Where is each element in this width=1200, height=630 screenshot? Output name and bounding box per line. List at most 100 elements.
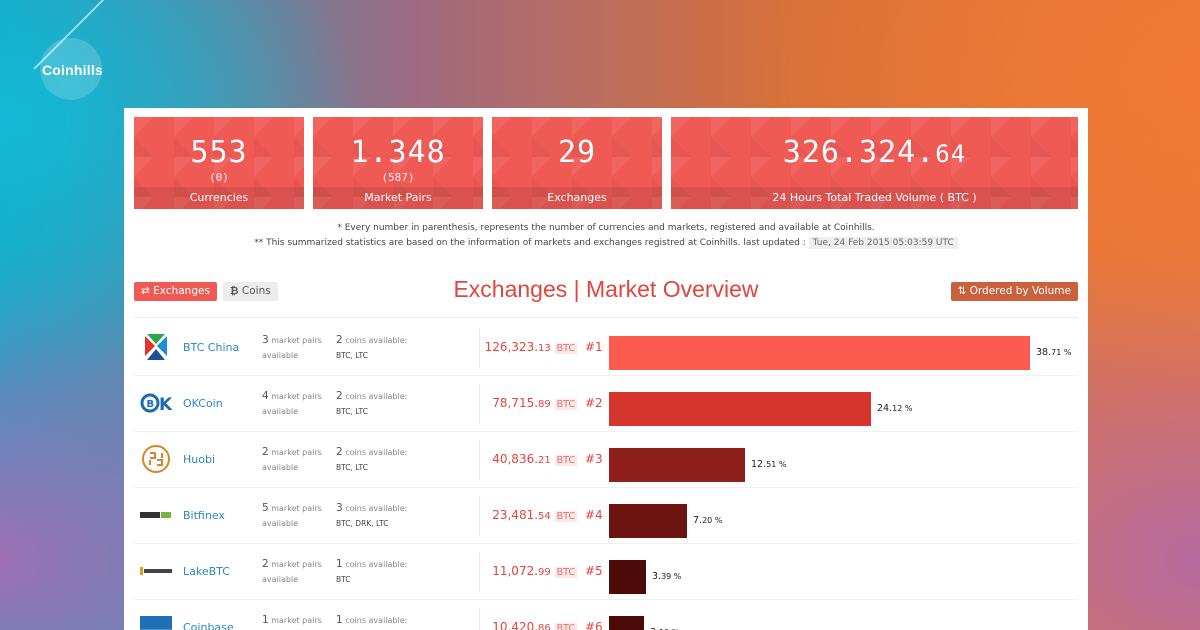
- market-pairs-info: 1 market pairs available: [262, 613, 332, 630]
- volume-share-bar: [609, 448, 745, 482]
- volume-dec: 86: [538, 623, 551, 630]
- coins-text: coins available:: [345, 504, 408, 513]
- stat-label: Market Pairs: [313, 187, 483, 209]
- stat-total-volume: 326.324.64 24 Hours Total Traded Volume …: [671, 117, 1078, 209]
- column-divider: [479, 384, 480, 424]
- percent-int: 38.: [1036, 347, 1052, 358]
- exchange-name-link[interactable]: OKCoin: [183, 397, 223, 410]
- market-pairs-info: 2 market pairs available: [262, 445, 332, 475]
- volume-int: 11,072.: [492, 564, 539, 578]
- exchange-row[interactable]: LakeBTC 2 market pairs available 1 coins a…: [134, 544, 1078, 600]
- exchange-row[interactable]: Huobi 2 market pairs available 2 coins ava…: [134, 432, 1078, 488]
- stat-value: 29: [557, 135, 597, 170]
- market-pairs-info: 5 market pairs available: [262, 501, 332, 531]
- swap-arrows-icon: ⇄: [141, 285, 150, 297]
- bitfinex-logo-icon[interactable]: [140, 500, 172, 530]
- exchange-name-link[interactable]: LakeBTC: [183, 565, 230, 578]
- coins-count: 1: [336, 558, 343, 570]
- stats-notes: * Every number in parenthesis, represent…: [124, 221, 1088, 251]
- volume-share-bar: [609, 392, 871, 426]
- coins-count: 2: [336, 446, 343, 458]
- pairs-text: market pairs available: [262, 392, 322, 416]
- pairs-text: market pairs available: [262, 336, 322, 360]
- coins-list: BTC: [336, 575, 351, 584]
- btc-china-logo-icon[interactable]: [140, 332, 172, 362]
- percent-dec: 71 %: [1051, 348, 1072, 357]
- exchange-list: BTC China 3 market pairs available 2 coins…: [134, 320, 1078, 630]
- stat-value-dec: 64: [935, 140, 967, 168]
- pairs-count: 2: [262, 558, 269, 570]
- stat-value-int: 326.324.: [782, 135, 936, 170]
- huobi-logo-icon[interactable]: [140, 444, 172, 474]
- rank-label: #1: [585, 340, 603, 354]
- volume-int: 126,323.: [484, 340, 539, 354]
- percent-int: 12.: [751, 459, 767, 470]
- order-button-label: Ordered by Volume: [969, 285, 1071, 297]
- coins-text: coins available:: [345, 448, 408, 457]
- stat-label: Currencies: [134, 187, 304, 209]
- svg-text:B: B: [147, 399, 155, 410]
- exchange-row[interactable]: BTC China 3 market pairs available 2 coins…: [134, 320, 1078, 376]
- volume-dec: 99: [538, 567, 551, 578]
- coins-info: 3 coins available: BTC, DRK, LTC: [336, 501, 476, 531]
- pairs-count: 4: [262, 390, 269, 402]
- exchange-row[interactable]: B K OKCoin 4 market pairs available 2 coins …: [134, 376, 1078, 432]
- stat-sub: (0): [209, 171, 229, 184]
- exchange-row[interactable]: Bitfinex 5 market pairs available 3 coins …: [134, 488, 1078, 544]
- volume-unit: BTC: [554, 623, 577, 630]
- pairs-text: market pairs available: [262, 560, 322, 584]
- exchange-name-link[interactable]: Bitfinex: [183, 509, 225, 522]
- coins-list: BTC, DRK, LTC: [336, 519, 389, 528]
- volume-unit: BTC: [554, 511, 577, 522]
- volume-value: 78,715.89 BTC: [434, 396, 577, 410]
- volume-share-percent: 3.39 %: [652, 571, 681, 582]
- rank-label: #3: [585, 452, 603, 466]
- coins-list: BTC, LTC: [336, 463, 368, 472]
- stat-value: 326.324.64: [671, 135, 1078, 170]
- stat-market-pairs: 1.348 (587) Market Pairs: [313, 117, 483, 209]
- bitcoin-icon: ₿: [230, 285, 239, 297]
- stat-currencies: 553 (0) Currencies: [134, 117, 304, 209]
- toolbar: ⇄ Exchanges ₿ Coins Exchanges | Market O…: [134, 274, 1078, 318]
- market-overview-panel: 553 (0) Currencies 1.348 (587) Market Pa…: [124, 108, 1088, 630]
- volume-share-percent: 3.19 %: [650, 627, 679, 630]
- coinbase-logo-icon[interactable]: [140, 612, 172, 630]
- exchanges-button[interactable]: ⇄ Exchanges: [134, 282, 217, 301]
- coins-button[interactable]: ₿ Coins: [223, 282, 278, 301]
- volume-dec: 13: [538, 343, 551, 354]
- page-title: Exchanges | Market Overview: [453, 276, 759, 302]
- stat-value: 1.348: [350, 135, 446, 170]
- volume-int: 10,420.: [492, 620, 539, 630]
- exchange-name-link[interactable]: BTC China: [183, 341, 240, 354]
- pairs-text: market pairs available: [262, 504, 322, 528]
- lakebtc-logo-icon[interactable]: [140, 556, 172, 586]
- coins-count: 2: [336, 334, 343, 346]
- volume-share-percent: 12.51 %: [751, 459, 786, 470]
- coinhills-logo[interactable]: Coinhills: [30, 0, 120, 110]
- rank-label: #4: [585, 508, 603, 522]
- note-line-1: * Every number in parenthesis, represent…: [337, 223, 875, 233]
- note-text: ** This summarized statistics are based …: [254, 238, 806, 248]
- order-by-volume-button[interactable]: ⇅ Ordered by Volume: [950, 282, 1078, 301]
- stat-exchanges: 29 Exchanges: [492, 117, 662, 209]
- volume-value: 23,481.54 BTC: [434, 508, 577, 522]
- market-pairs-info: 4 market pairs available: [262, 389, 332, 419]
- coins-info: 2 coins available: BTC, LTC: [336, 389, 476, 419]
- percent-dec: 39 %: [661, 572, 682, 581]
- volume-int: 23,481.: [492, 508, 539, 522]
- volume-share-bar: [609, 616, 644, 630]
- column-divider: [479, 440, 480, 480]
- percent-int: 3.: [652, 571, 662, 582]
- coins-list: BTC, LTC: [336, 351, 368, 360]
- volume-share-bar: [609, 336, 1030, 370]
- coins-count: 1: [336, 614, 343, 626]
- stat-value: 553: [190, 135, 248, 170]
- coins-info: 1 coins available:BTC: [336, 613, 476, 630]
- exchange-name-link[interactable]: Coinbase: [183, 621, 234, 630]
- rank-label: #2: [585, 396, 603, 410]
- summary-stats: 553 (0) Currencies 1.348 (587) Market Pa…: [134, 117, 1078, 209]
- market-pairs-info: 3 market pairs available: [262, 333, 332, 363]
- exchange-name-link[interactable]: Huobi: [183, 453, 216, 466]
